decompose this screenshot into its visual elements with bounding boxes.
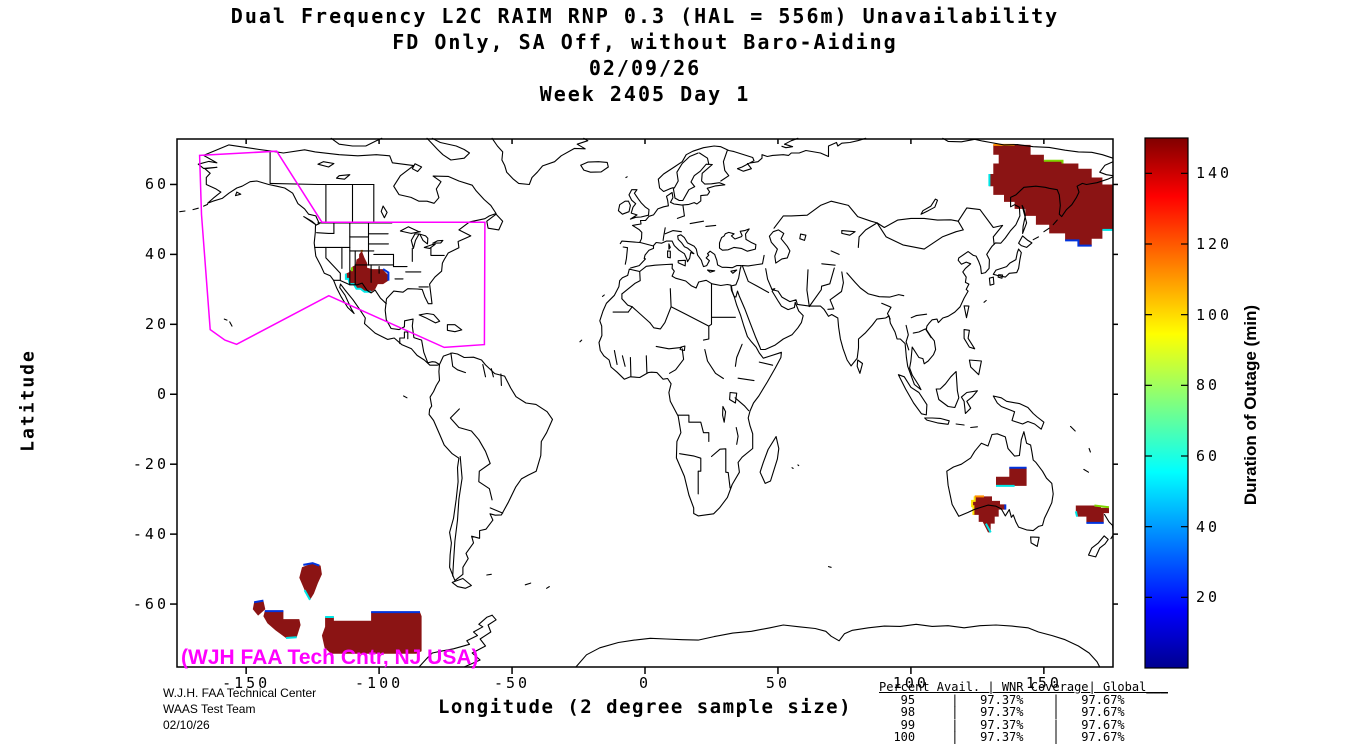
x-tick-label-100: 100: [892, 674, 929, 692]
coastlines-and-borders: [179, 137, 1114, 668]
y-tick-label--20: -20: [132, 455, 169, 474]
colorbar-tick-label-20: 20: [1196, 588, 1221, 607]
credit-block: W.J.H. FAA Technical Center WAAS Test Te…: [163, 686, 317, 732]
x-tick-label--100: -100: [355, 674, 404, 692]
x-tick-label-50: 50: [765, 674, 790, 692]
colorbar-tick-label-140: 140: [1196, 164, 1233, 183]
y-tick-label-20: 20: [144, 315, 169, 334]
outage-regions: [252, 144, 1113, 654]
y-tick-label--60: -60: [132, 595, 169, 614]
axes-frame: [170, 138, 1118, 674]
y-tick-label-60: 60: [144, 175, 169, 194]
y-tick-label-40: 40: [144, 245, 169, 264]
stats-table-header: Percent Avail. | WNR Coverage| Global___: [879, 680, 1168, 694]
outage-region-tasman-sea: [1075, 505, 1109, 523]
y-tick-label--40: -40: [132, 525, 169, 544]
waas-coverage-boundary: [198, 150, 486, 349]
x-tick-label--50: -50: [493, 674, 531, 692]
y-tick-label-0: 0: [156, 385, 169, 404]
stats-table-row: 98 | 97.37% | 97.67%: [879, 705, 1125, 719]
watermark-text: (WJH FAA Tech Cntr, NJ USA): [181, 646, 479, 669]
title-line-4: Week 2405 Day 1: [539, 82, 751, 106]
outage-region-australia-north: [996, 467, 1027, 486]
colorbar-tick-label-100: 100: [1196, 305, 1233, 324]
colorbar-tick-label-60: 60: [1196, 447, 1221, 465]
outage-region-us-four-corners: [345, 250, 389, 292]
outage-region-south-pacific-large: [321, 612, 422, 654]
stats-table-row: 95 | 97.37% | 97.67%: [879, 692, 1125, 707]
outage-region-south-pacific-round: [299, 563, 322, 600]
colorbar-tick-label-40: 40: [1196, 517, 1221, 536]
x-tick-label--150: -150: [222, 674, 271, 692]
x-axis-label: Longitude (2 degree sample size): [437, 696, 853, 718]
x-tick-label-0: 0: [638, 674, 652, 692]
availability-stats-table: Percent Avail. | WNR Coverage| Global___…: [879, 681, 1168, 744]
y-axis-label: Latitude: [17, 349, 39, 452]
outage-region-south-pacific-mid: [263, 611, 301, 638]
title-line-1: Dual Frequency L2C RAIM RNP 0.3 (HAL = 5…: [230, 4, 1060, 28]
plot-title: Dual Frequency L2C RAIM RNP 0.3 (HAL = 5…: [177, 3, 1113, 107]
outage-region-australia-south: [972, 496, 1006, 533]
stats-table-row: 100 | 97.37% | 97.67%: [879, 730, 1125, 744]
colorbar-label: Duration of Outage (min): [1241, 304, 1260, 506]
title-line-3: 02/09/26: [588, 56, 702, 80]
stats-table-row: 99 | 97.37% | 97.67%: [879, 717, 1125, 732]
x-tick-label-150: 150: [1025, 674, 1062, 692]
colorbar-tick-label-80: 80: [1196, 376, 1221, 395]
colorbar-tick-label-120: 120: [1196, 235, 1233, 253]
colorbar: [1144, 137, 1189, 669]
title-line-2: FD Only, SA Off, without Baro-Aiding: [392, 30, 898, 54]
outage-region-south-pacific-diamond: [252, 600, 266, 616]
outage-edge-fringes: [253, 143, 1113, 639]
outage-region-northeast-asia-okhotsk: [989, 144, 1113, 246]
